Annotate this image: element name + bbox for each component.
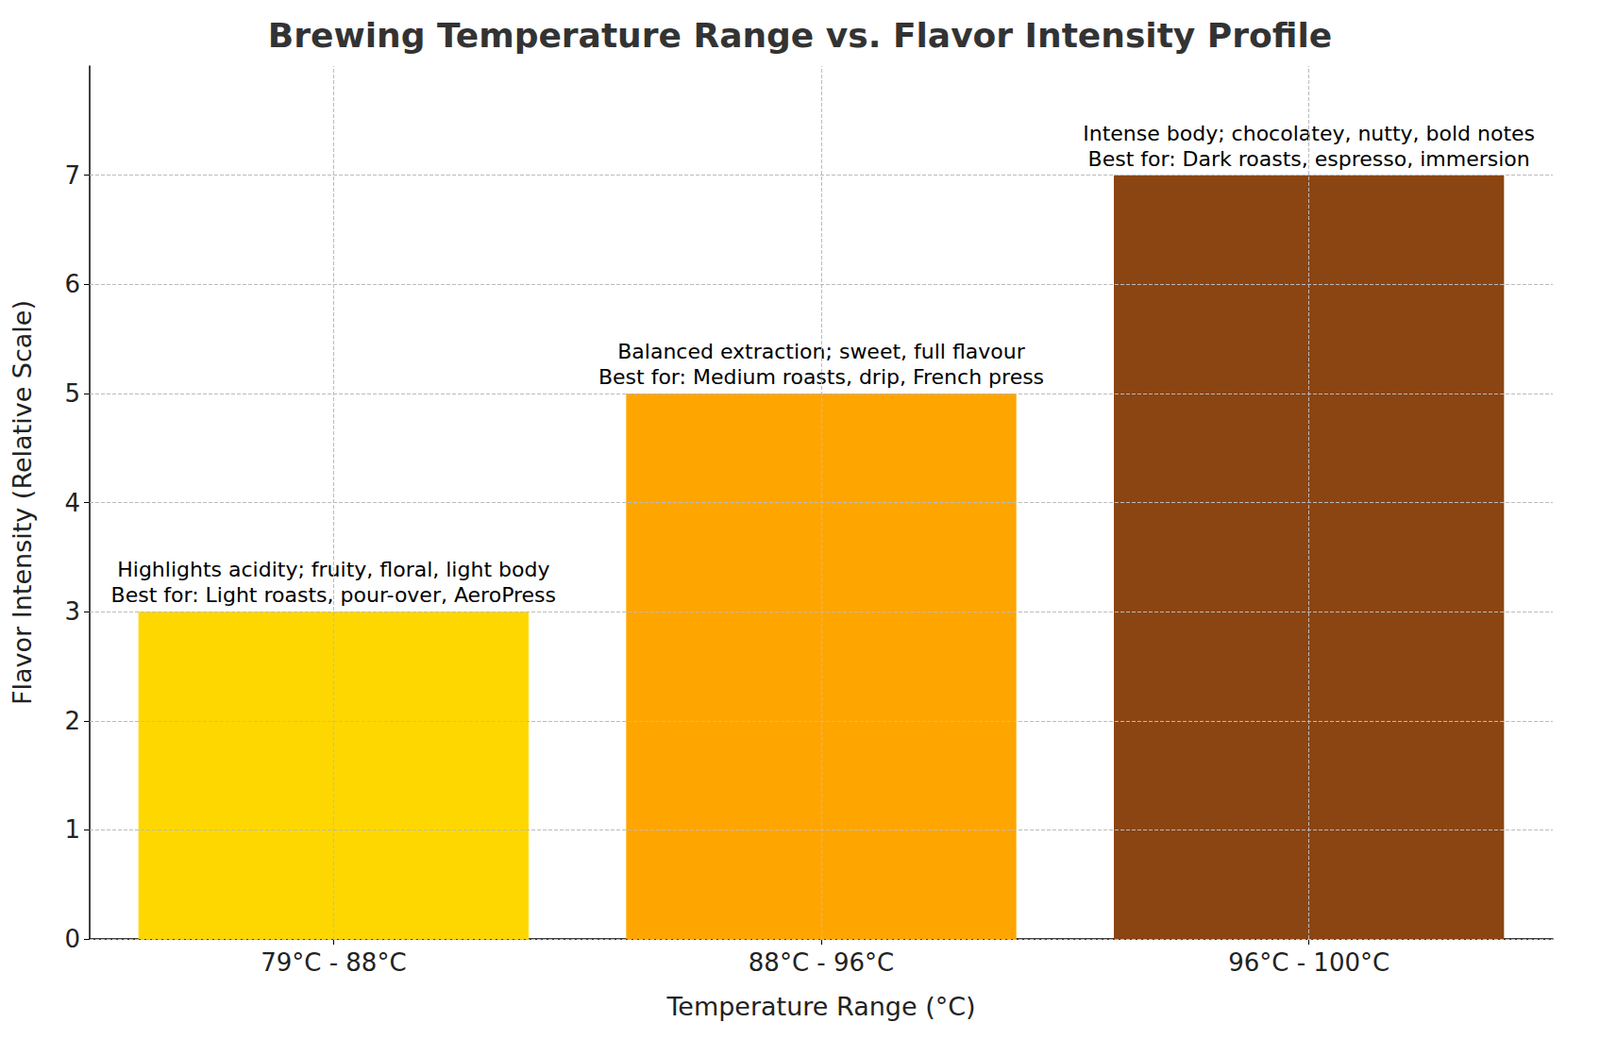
svg-text:Best for: Dark roasts, espress: Best for: Dark roasts, espresso, immersi… — [1088, 146, 1530, 171]
svg-text:Flavor Intensity (Relative Sca: Flavor Intensity (Relative Scale) — [7, 300, 37, 706]
svg-text:5: 5 — [64, 379, 81, 408]
svg-text:2: 2 — [64, 707, 81, 736]
svg-text:0: 0 — [64, 925, 81, 954]
svg-text:96°C - 100°C: 96°C - 100°C — [1228, 948, 1390, 977]
svg-text:Intense body; chocolatey, nutt: Intense body; chocolatey, nutty, bold no… — [1082, 121, 1535, 145]
svg-text:Balanced extraction; sweet, fu: Balanced extraction; sweet, full flavour — [617, 339, 1025, 364]
svg-text:79°C - 88°C: 79°C - 88°C — [260, 948, 406, 977]
svg-text:Highlights acidity; fruity, fl: Highlights acidity; fruity, floral, ligh… — [117, 557, 550, 582]
svg-text:Best for: Light roasts, pour-o: Best for: Light roasts, pour-over, AeroP… — [111, 583, 557, 608]
svg-text:4: 4 — [64, 488, 81, 518]
svg-text:Best for: Medium roasts, drip,: Best for: Medium roasts, drip, French pr… — [598, 365, 1045, 389]
svg-text:Brewing Temperature Range vs.: Brewing Temperature Range vs. Flavor Int… — [268, 16, 1332, 55]
svg-text:Temperature Range (°C): Temperature Range (°C) — [665, 992, 976, 1022]
svg-text:7: 7 — [64, 161, 81, 190]
svg-text:1: 1 — [64, 815, 81, 844]
svg-text:88°C - 96°C: 88°C - 96°C — [748, 948, 894, 977]
svg-text:3: 3 — [64, 597, 81, 626]
svg-text:6: 6 — [64, 269, 81, 299]
